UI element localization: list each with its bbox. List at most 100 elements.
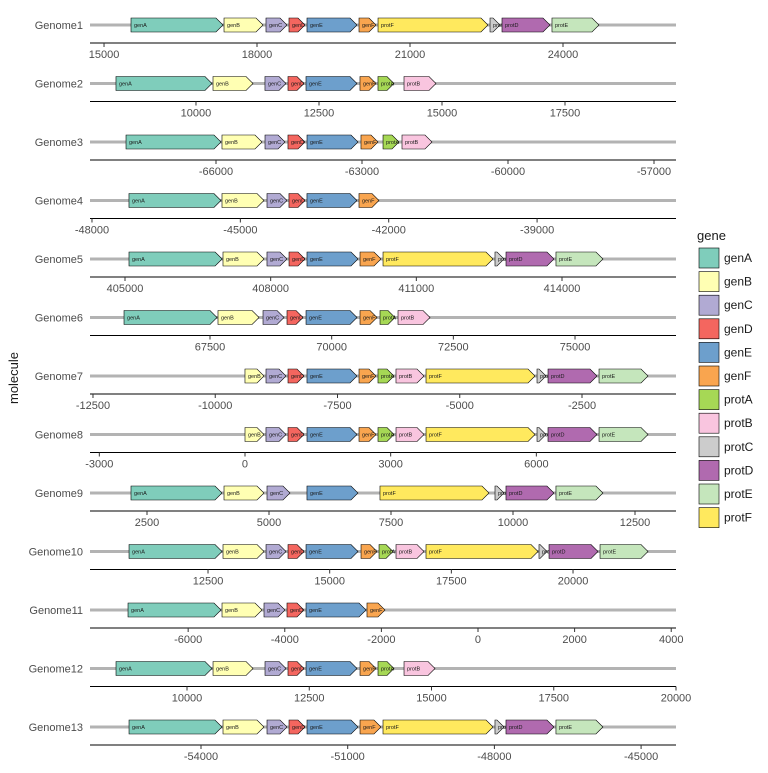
gene-arrow [244,368,265,384]
x-tick-label: 411000 [398,283,434,295]
gene-label: genC [270,257,283,263]
gene-arrow [306,17,358,33]
x-tick-label: -63000 [345,166,379,178]
gene-arrow [288,193,306,208]
gene-label: protE [555,23,568,29]
x-tick-label: 408000 [252,283,289,295]
gene-arrow [265,427,287,442]
legend-title: gene [697,228,726,243]
gene-arrow [359,310,378,325]
x-tick-label: -48000 [477,751,511,763]
gene-arrow [377,427,395,442]
gene-label: genA [127,316,140,322]
x-tick-label: 12500 [193,576,224,588]
gene-label: genC [270,725,283,731]
x-tick-label: 12500 [620,517,651,529]
gene-label: protC [540,374,553,380]
gene-label: genF [362,199,375,205]
gene-arrow [395,368,425,384]
legend-label: genD [724,322,753,336]
legend-label: protA [724,393,753,407]
x-tick-label: 75000 [560,342,591,354]
gene-arrow [288,719,306,735]
gene-label: genF [364,550,377,556]
gene-label: genA [129,140,142,146]
gene-label: genF [363,316,376,322]
gene-arrow [536,368,547,384]
gene-arrow [287,427,305,442]
gene-label: genF [363,257,376,263]
x-tick-label: -45000 [624,751,658,763]
gene-label: genA [134,491,147,497]
gene-arrow [130,485,223,501]
legend-key [698,483,720,505]
molecule-label: Genome3 [35,137,83,149]
x-tick-label: -5000 [446,400,474,412]
gene-arrow [425,427,536,442]
gene-label: protD [551,433,564,439]
x-tick-label: -57000 [637,166,671,178]
legend-key [698,247,720,269]
gene-label: genD [291,82,304,88]
gene-label: genF [363,82,376,88]
gene-arrow [555,719,604,735]
x-tick-label: 4000 [659,634,683,646]
x-tick-label: -66000 [199,166,233,178]
gene-label: protF [386,725,399,731]
gene-label: genF [364,140,377,146]
gene-arrow [115,76,213,91]
gene-label: protD [509,491,522,497]
gene-arrow [128,251,223,267]
x-tick-label: 10000 [498,517,529,529]
gene-label: genF [363,667,376,673]
x-tick-label: 10000 [172,693,203,705]
gene-label: genB [225,199,238,205]
gene-arrow [359,76,377,91]
gene-arrow [382,719,494,735]
gene-arrow [262,310,285,325]
gene-arrow [555,485,604,501]
gene-label: genA [132,257,145,263]
gene-arrow [360,134,379,150]
gene-arrow [266,485,291,501]
legend-key [698,271,720,292]
x-tick-label: -48000 [75,225,109,237]
x-tick-label: 405000 [107,283,144,295]
gene-label: genE [310,725,323,731]
gene-arrow [401,134,433,150]
gene-label: protF [429,374,442,380]
x-tick-label: 7500 [379,517,403,529]
gene-label: genD [290,316,303,322]
gene-arrow [359,251,382,267]
gene-label: protA [381,374,394,380]
gene-arrow [505,485,555,501]
gene-label: genF [362,23,375,29]
gene-arrow [599,544,649,559]
gene-label: genC [268,667,281,673]
gene-label: protF [381,23,394,29]
gene-arrow [265,368,287,384]
gene-label: protE [559,257,572,263]
gene-arrow [221,134,263,150]
legend-label: protD [724,463,754,477]
gene-label: protF [386,257,399,263]
x-tick-label: 18000 [242,49,273,61]
gene-arrow [288,17,306,33]
gene-arrow [222,251,265,267]
gene-arrow [379,310,396,325]
gene-label: protD [509,257,522,263]
gene-label: genE [310,433,323,439]
gene-label: protC [498,257,511,263]
gene-arrow [266,251,288,267]
gene-label: protB [399,374,412,380]
gene-arrow [382,251,494,267]
gene-label: genC [268,82,281,88]
gene-arrow [212,661,254,676]
gene-arrow [287,134,306,150]
gene-arrow [358,427,377,442]
gene-arrow [306,368,358,384]
gene-arrow [359,719,382,735]
gene-arrow [547,368,598,384]
gene-arrow [378,544,394,559]
